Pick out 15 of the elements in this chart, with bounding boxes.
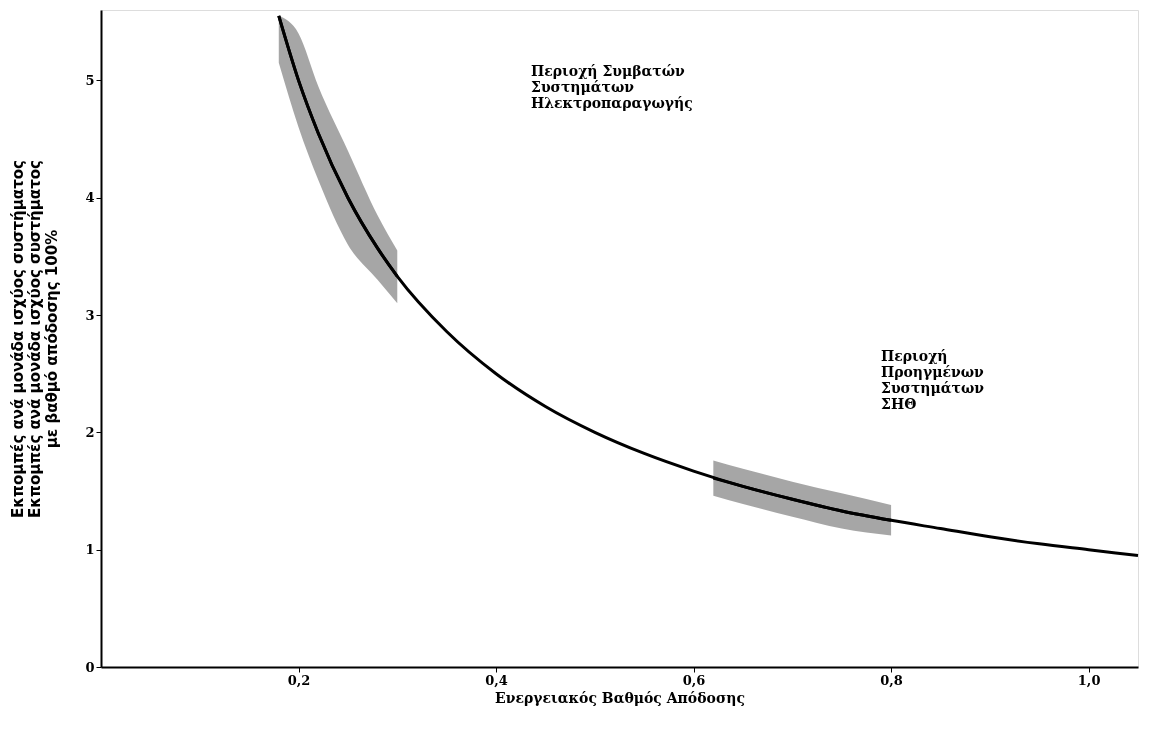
x-tick-label: 0,4 [485, 672, 508, 688]
y-tick-label: 1 [85, 542, 95, 558]
y-tick-label: 2 [85, 424, 95, 440]
x-tick-label: 0,2 [287, 672, 311, 688]
y-axis-title: Εκπομπές ανά μονάδα ισχύος συστήματος Εκπομπές ανά μονάδα ισχύος συστήματος με βαθμό απόδοσης 100% [9, 160, 62, 518]
y-tick-label: 4 [85, 190, 95, 206]
annotation: Περιοχή Συμβατών Συστημάτων Ηλεκτροπαραγωγής [531, 63, 693, 111]
y-tick-label: 3 [85, 307, 95, 323]
y-tick-label: 0 [85, 659, 95, 675]
x-axis-title: Ενεργειακός Βαθμός Απόδοσης [495, 689, 745, 706]
y-tick-label: 5 [85, 72, 95, 88]
x-tick-label: 0,8 [880, 672, 903, 688]
x-tick-label: 0,6 [682, 672, 706, 688]
annotation: Περιοχή Προηγμένων Συστημάτων ΣΗΘ [881, 348, 985, 412]
x-tick-label: 1,0 [1077, 672, 1101, 688]
